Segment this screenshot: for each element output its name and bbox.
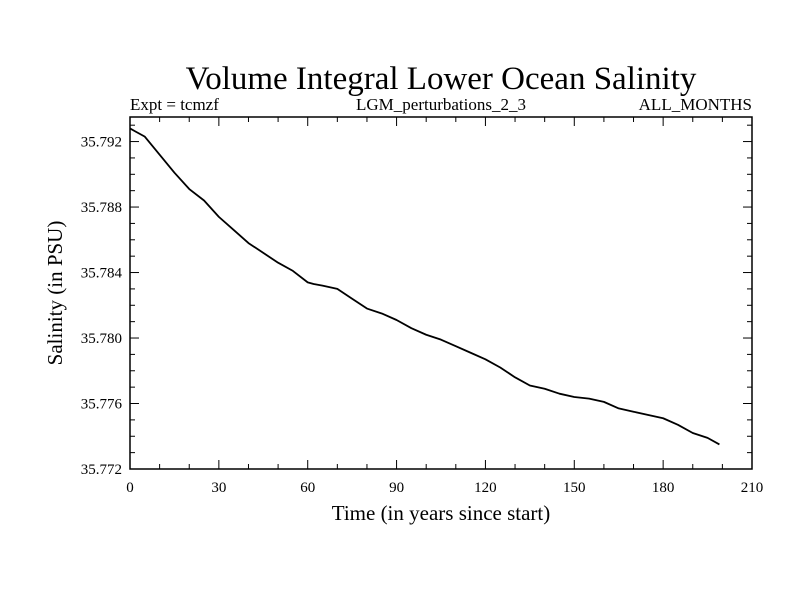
subtitle-experiment: Expt = tcmzf xyxy=(130,95,219,114)
plot-frame xyxy=(129,116,753,470)
y-tick-label: 35.780 xyxy=(81,331,122,347)
y-tick-label: 35.792 xyxy=(81,135,122,151)
tick-labels: 0 30 60 90 120 150 180 210 35.772 35.776 35.780 35.… xyxy=(81,135,764,496)
x-tick-label: 180 xyxy=(652,480,675,496)
subtitle-months: ALL_MONTHS xyxy=(639,95,752,114)
y-tick-label: 35.772 xyxy=(81,462,122,478)
x-tick-label: 0 xyxy=(126,480,134,496)
subtitle-run: LGM_perturbations_2_3 xyxy=(356,95,526,114)
y-tick-label: 35.788 xyxy=(81,200,122,216)
axis-ticks xyxy=(129,117,753,470)
salinity-series-line xyxy=(129,127,720,446)
x-axis-label: Time (in years since start) xyxy=(332,501,551,525)
y-tick-label: 35.776 xyxy=(81,397,123,413)
chart-title: Volume Integral Lower Ocean Salinity xyxy=(186,61,697,97)
x-tick-label: 90 xyxy=(389,480,404,496)
x-tick-label: 60 xyxy=(300,480,315,496)
y-tick-label: 35.784 xyxy=(81,266,123,282)
x-tick-label: 120 xyxy=(474,480,497,496)
x-tick-label: 150 xyxy=(563,480,586,496)
x-tick-label: 30 xyxy=(211,480,226,496)
x-tick-label: 210 xyxy=(741,480,764,496)
y-axis-label: Salinity (in PSU) xyxy=(43,221,67,366)
